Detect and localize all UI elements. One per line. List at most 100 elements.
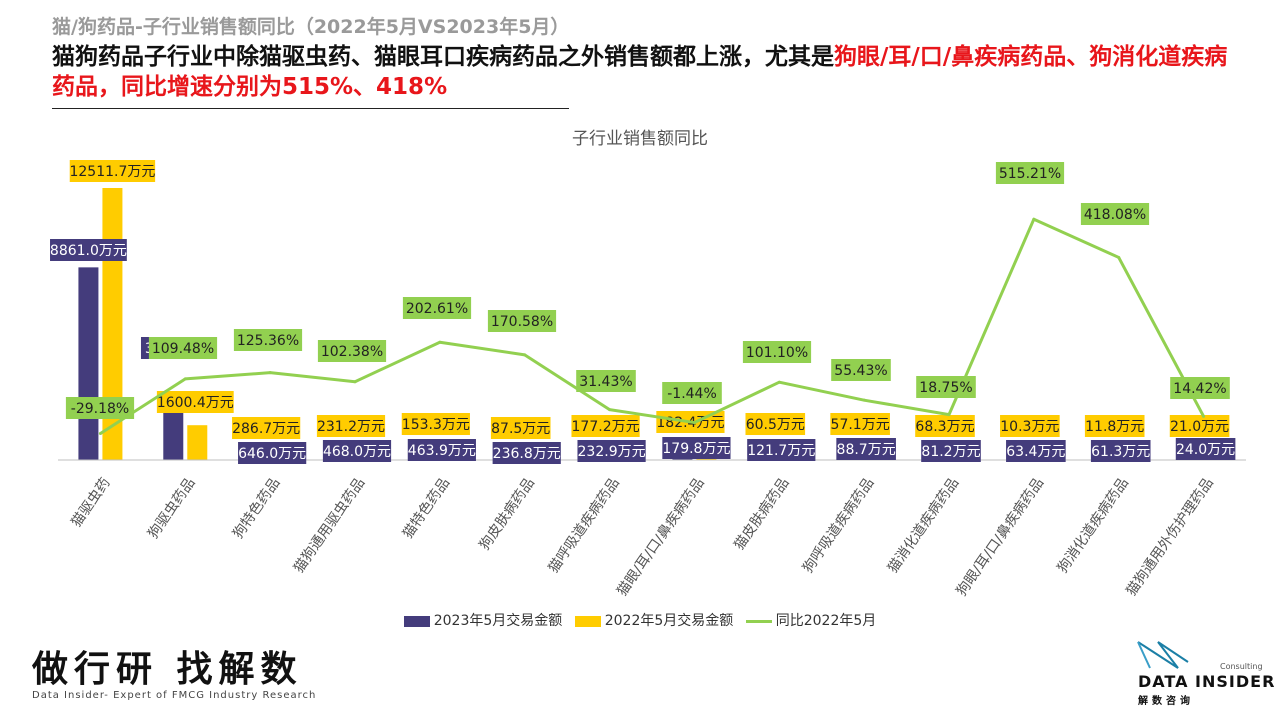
yoy-point xyxy=(98,431,102,435)
yoy-point xyxy=(862,398,866,402)
data-label-2022: 12511.7万元 xyxy=(69,160,155,182)
yoy-point xyxy=(523,353,527,357)
yoy-point xyxy=(947,413,951,417)
data-label-yoy: 109.48% xyxy=(148,337,218,359)
legend-label-2023: 2023年5月交易金额 xyxy=(433,613,563,629)
svg-text:286.7万元: 286.7万元 xyxy=(232,421,300,437)
chart-legend: 2023年5月交易金额 2022年5月交易金额 同比2022年5月 xyxy=(0,610,1280,630)
legend-item-2022: 2022年5月交易金额 xyxy=(574,610,733,630)
svg-text:87.5万元: 87.5万元 xyxy=(491,421,550,437)
data-label-yoy: 170.58% xyxy=(487,310,557,332)
svg-text:236.8万元: 236.8万元 xyxy=(493,446,561,462)
x-tick-label: 猫消化道疾病药品 xyxy=(885,475,962,576)
svg-text:14.42%: 14.42% xyxy=(1173,381,1226,397)
data-label-2023: 463.9万元 xyxy=(407,439,476,461)
svg-text:8861.0万元: 8861.0万元 xyxy=(50,243,127,259)
data-label-2023: 232.9万元 xyxy=(577,440,646,462)
svg-text:468.0万元: 468.0万元 xyxy=(323,444,391,460)
data-label-yoy: 31.43% xyxy=(576,370,636,392)
data-label-2023: 63.4万元 xyxy=(1006,440,1066,462)
data-label-2023: 61.3万元 xyxy=(1090,440,1151,462)
data-label-2022: 87.5万元 xyxy=(490,417,551,439)
svg-text:24.0万元: 24.0万元 xyxy=(1176,442,1235,458)
svg-text:232.9万元: 232.9万元 xyxy=(578,444,646,460)
page-headline: 猫狗药品子行业中除猫驱虫药、猫眼耳口疾病药品之外销售额都上涨，尤其是狗眼/耳/口… xyxy=(52,42,1232,102)
svg-text:11.8万元: 11.8万元 xyxy=(1085,419,1144,435)
data-label-yoy: -1.44% xyxy=(662,382,722,404)
data-label-2022: 11.8万元 xyxy=(1084,415,1145,437)
legend-swatch-2023 xyxy=(403,615,430,627)
bar-2023 xyxy=(78,267,99,460)
legend-swatch-2022 xyxy=(574,615,601,627)
data-label-yoy: 202.61% xyxy=(402,297,472,319)
data-label-2023: 8861.0万元 xyxy=(50,239,127,261)
bar-2022 xyxy=(102,188,123,460)
yoy-line xyxy=(99,217,1205,435)
data-label-2022: 153.3万元 xyxy=(401,413,470,435)
data-label-2022: 10.3万元 xyxy=(1000,415,1060,437)
svg-text:125.36%: 125.36% xyxy=(237,333,299,349)
data-label-yoy: 125.36% xyxy=(233,329,303,351)
yoy-point xyxy=(1202,414,1206,418)
svg-text:57.1万元: 57.1万元 xyxy=(831,417,890,433)
data-label-2022: 1600.4万元 xyxy=(157,391,234,413)
logo-chinese-name: 解数咨询 xyxy=(1138,696,1194,707)
svg-text:177.2万元: 177.2万元 xyxy=(572,419,640,435)
x-tick-label: 狗消化道疾病药品 xyxy=(1055,475,1132,576)
yoy-point xyxy=(692,421,696,425)
svg-text:463.9万元: 463.9万元 xyxy=(408,443,476,459)
data-label-2023: 24.0万元 xyxy=(1175,438,1236,460)
x-tick-label: 猫狗通用驱虫药品 xyxy=(291,475,368,576)
x-tick-label: 猫呼吸道疾病药品 xyxy=(546,475,623,576)
data-label-2022: 231.2万元 xyxy=(316,415,386,437)
yoy-point xyxy=(353,380,357,384)
data-label-2023: 81.2万元 xyxy=(921,440,981,462)
data-label-yoy: 515.21% xyxy=(995,162,1065,184)
x-tick-label: 猫狗通用外伤护理药品 xyxy=(1123,475,1216,599)
svg-text:646.0万元: 646.0万元 xyxy=(238,446,306,462)
chart-title: 子行业销售额同比 xyxy=(572,129,708,149)
data-label-2022: 60.5万元 xyxy=(745,413,806,435)
svg-text:81.2万元: 81.2万元 xyxy=(921,444,980,460)
svg-text:31.43%: 31.43% xyxy=(579,374,632,390)
svg-text:109.48%: 109.48% xyxy=(152,341,214,357)
x-tick-label: 猫特色药品 xyxy=(399,475,453,542)
data-label-yoy: 55.43% xyxy=(831,359,891,381)
headline-underline xyxy=(52,108,569,109)
bar-2022 xyxy=(187,425,208,460)
yoy-point xyxy=(1032,217,1036,221)
x-tick-label: 猫驱虫药 xyxy=(68,475,113,530)
svg-text:179.8万元: 179.8万元 xyxy=(662,441,730,457)
legend-item-2023: 2023年5月交易金额 xyxy=(403,610,563,630)
svg-text:18.75%: 18.75% xyxy=(919,380,972,396)
x-tick-label: 猫皮肤病药品 xyxy=(731,475,792,553)
data-label-2022: 177.2万元 xyxy=(571,415,640,437)
yoy-point xyxy=(608,408,612,412)
yoy-point xyxy=(183,377,187,381)
data-label-yoy: 102.38% xyxy=(317,340,387,362)
data-label-yoy: -29.18% xyxy=(65,397,135,419)
legend-item-yoy: 同比2022年5月 xyxy=(745,610,877,630)
x-tick-label: 狗眼/耳/口/鼻疾病药品 xyxy=(953,475,1047,600)
svg-text:-29.18%: -29.18% xyxy=(71,401,129,417)
yoy-point xyxy=(777,380,781,384)
yoy-point xyxy=(438,340,442,344)
svg-text:10.3万元: 10.3万元 xyxy=(1000,419,1059,435)
legend-label-yoy: 同比2022年5月 xyxy=(775,613,877,629)
svg-text:102.38%: 102.38% xyxy=(321,344,383,360)
data-label-2022: 68.3万元 xyxy=(915,415,975,437)
data-label-yoy: 101.10% xyxy=(742,341,812,363)
svg-text:-1.44%: -1.44% xyxy=(667,386,717,402)
svg-text:21.0万元: 21.0万元 xyxy=(1170,419,1229,435)
data-label-2023: 236.8万元 xyxy=(492,442,561,464)
slogan-subtitle: Data Insider- Expert of FMCG Industry Re… xyxy=(32,690,317,701)
page-subtitle: 猫/狗药品-子行业销售额同比（2022年5月VS2023年5月） xyxy=(52,16,570,38)
data-label-yoy: 14.42% xyxy=(1170,377,1230,399)
logo-consulting-text: Consulting xyxy=(1220,662,1263,671)
sales-yoy-chart: 子行业销售额同比8861.0万元3646.0万元468.0万元463.9万元23… xyxy=(50,129,1246,600)
svg-text:1600.4万元: 1600.4万元 xyxy=(157,395,234,411)
yoy-point xyxy=(268,371,272,375)
svg-text:515.21%: 515.21% xyxy=(999,166,1061,182)
svg-text:63.4万元: 63.4万元 xyxy=(1006,444,1065,460)
yoy-point xyxy=(1117,255,1121,259)
